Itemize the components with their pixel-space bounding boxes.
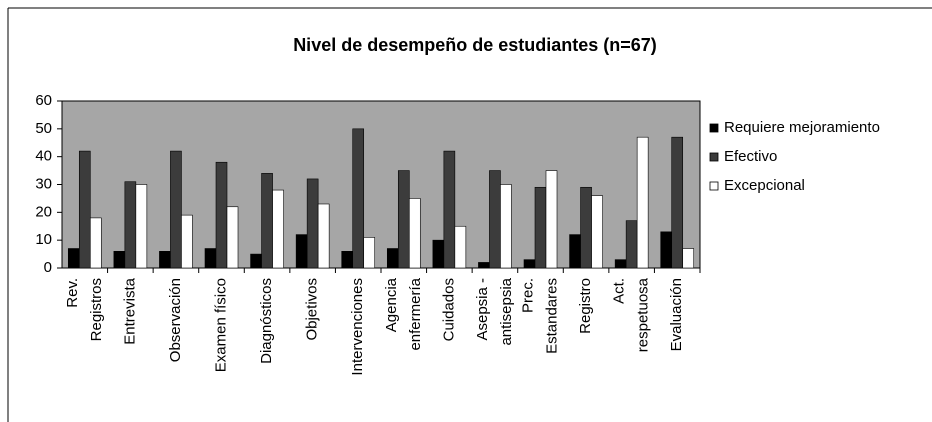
legend-swatch (709, 181, 719, 191)
x-tick-label: Diagnósticos (258, 278, 275, 364)
bar (397, 170, 410, 269)
y-tick-label: 0 (44, 259, 52, 276)
bar (682, 248, 695, 269)
x-tick-label: Agencia enfermería (383, 277, 424, 350)
bar (89, 217, 102, 269)
x-tick-label: Evaluación (668, 278, 685, 351)
legend-swatch (709, 123, 719, 133)
x-tick-label: Registro (577, 278, 594, 334)
bar (500, 184, 512, 269)
x-tick-label: Intervenciones (349, 278, 366, 376)
bar (363, 237, 376, 269)
x-tick-label: Cuidados (440, 278, 457, 341)
bar (261, 173, 273, 269)
bar (67, 248, 80, 269)
legend-swatch (709, 152, 719, 162)
bar (660, 231, 673, 269)
bar (226, 206, 239, 269)
bar (250, 253, 262, 269)
bar (272, 189, 284, 269)
bar (534, 186, 547, 269)
bar (113, 251, 126, 269)
bar (124, 181, 137, 269)
bar (614, 259, 627, 269)
x-tick-label: Observación (167, 278, 184, 362)
bar (545, 170, 558, 269)
legend-label: Efectivo (724, 148, 777, 165)
bar (671, 136, 684, 269)
bar (569, 234, 581, 269)
bar (408, 198, 421, 269)
y-tick-label: 20 (35, 203, 52, 220)
bar (317, 203, 330, 269)
legend-label: Excepcional (724, 177, 805, 194)
y-tick-label: 10 (35, 231, 52, 248)
bar (295, 234, 308, 269)
bar (135, 184, 148, 269)
bar (306, 178, 319, 269)
bar (352, 128, 365, 269)
bar (78, 150, 91, 269)
x-tick-label: Rev. Registros (64, 278, 105, 341)
bar (341, 251, 354, 269)
bar (170, 150, 182, 269)
bar (159, 251, 171, 269)
x-tick-label: Entrevista (121, 277, 138, 344)
bar (204, 248, 217, 269)
y-tick-label: 50 (35, 120, 52, 137)
bar (636, 136, 649, 269)
bar (181, 214, 193, 269)
plot-area (61, 100, 701, 269)
legend-label: Requiere mejoramiento (724, 119, 880, 136)
bar (386, 248, 399, 269)
bar (454, 225, 467, 269)
bar (443, 150, 456, 269)
bar (215, 161, 228, 269)
y-tick-label: 60 (35, 92, 52, 109)
bar (432, 239, 445, 269)
bar (625, 220, 638, 269)
bar (591, 195, 603, 269)
x-tick-label: Asepsia - antisepsia (474, 277, 515, 345)
y-tick-label: 40 (35, 148, 52, 165)
bar (489, 170, 501, 269)
x-tick-label: Act. respetuosa (611, 277, 652, 352)
bar (523, 259, 536, 269)
x-tick-label: Prec. Estandares (519, 278, 560, 354)
x-tick-label: Objetivos (304, 278, 321, 341)
chart-title: Nivel de desempeño de estudiantes (n=67) (293, 35, 657, 55)
x-tick-label: Examen físico (212, 278, 229, 372)
bar (580, 186, 592, 269)
y-tick-label: 30 (35, 175, 52, 192)
bar (478, 262, 490, 269)
